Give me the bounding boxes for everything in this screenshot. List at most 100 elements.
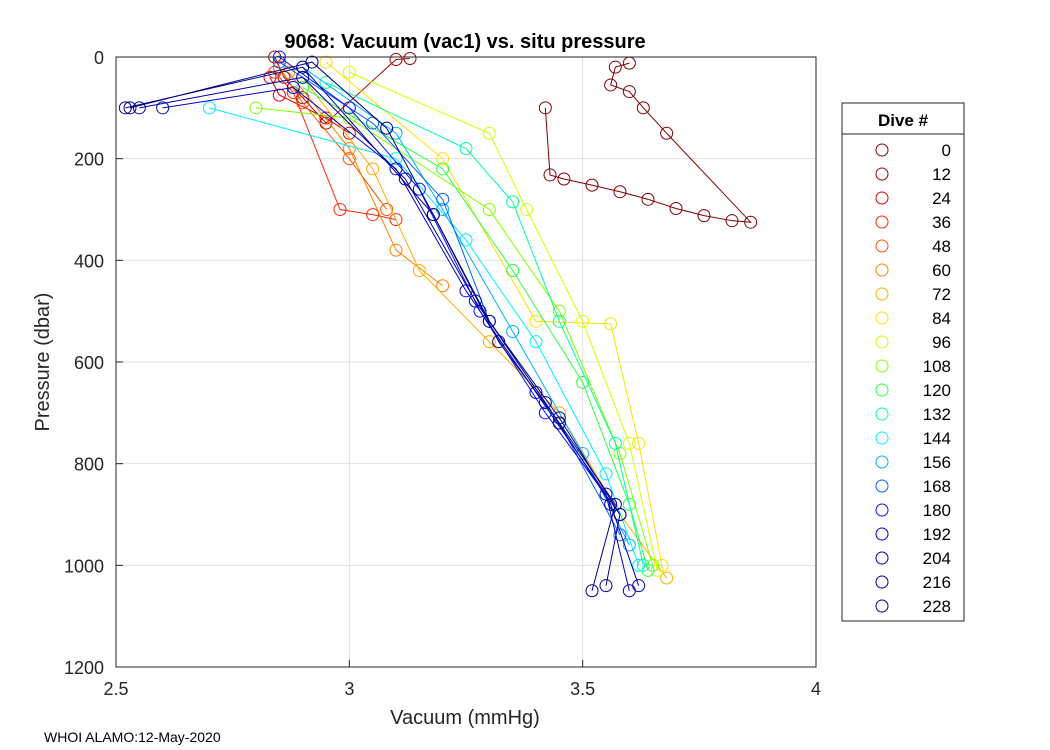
data-point — [585, 584, 599, 598]
data-point — [436, 162, 450, 176]
data-point — [632, 579, 646, 593]
legend-entry: 144 — [875, 429, 951, 448]
data-point — [342, 142, 356, 155]
data-point — [403, 52, 417, 66]
data-point — [608, 436, 622, 450]
series-line — [349, 71, 658, 571]
data-point — [286, 81, 300, 94]
data-point — [506, 325, 520, 338]
data-point — [744, 215, 758, 229]
legend-entry: 204 — [875, 549, 951, 568]
data-point — [622, 538, 636, 552]
legend-marker — [875, 239, 889, 253]
legend-label: 144 — [923, 429, 951, 448]
data-point — [599, 467, 613, 481]
data-point — [389, 243, 403, 257]
legend-label: 120 — [923, 381, 951, 400]
data-point — [389, 213, 403, 227]
legend-label: 24 — [932, 189, 951, 208]
legend-label: 108 — [923, 357, 951, 376]
legend-entry: 108 — [875, 357, 951, 376]
series-line — [279, 56, 621, 515]
data-point — [506, 195, 520, 209]
series-dive-144 — [202, 101, 646, 572]
legend-label: 48 — [932, 237, 951, 256]
data-point — [380, 203, 394, 216]
y-tick-label: 0 — [94, 48, 104, 68]
x-tick-label: 4 — [811, 679, 821, 699]
data-point — [319, 75, 333, 89]
legend-marker — [875, 407, 889, 421]
legend-entry: 168 — [875, 477, 951, 496]
data-point — [366, 162, 380, 176]
data-point — [436, 152, 450, 166]
data-point — [412, 182, 426, 196]
legend-entry: 12 — [875, 165, 951, 184]
data-point — [604, 317, 618, 331]
y-tick-label: 800 — [74, 455, 104, 475]
data-point — [342, 101, 356, 115]
legend-entry: 192 — [875, 525, 951, 544]
legend-entry: 96 — [875, 333, 951, 352]
legend-marker — [875, 503, 889, 517]
legend-label: 72 — [932, 285, 951, 304]
legend-label: 132 — [923, 405, 951, 424]
legend-marker — [875, 599, 889, 613]
legend-marker — [875, 287, 889, 301]
legend-entry: 216 — [875, 573, 951, 592]
series-line — [325, 81, 644, 566]
legend-entry: 36 — [875, 213, 951, 232]
data-point — [436, 279, 450, 293]
footer-text: WHOI ALAMO:12-May-2020 — [44, 729, 221, 745]
data-point — [529, 335, 543, 349]
data-point — [366, 116, 380, 130]
data-point — [482, 335, 496, 349]
legend-label: 204 — [923, 549, 951, 568]
x-tick-label: 2.5 — [103, 679, 128, 699]
legend-marker — [875, 191, 889, 205]
y-tick-label: 600 — [74, 353, 104, 373]
series-line — [125, 66, 621, 586]
data-point — [608, 497, 622, 511]
data-point — [482, 314, 496, 328]
y-tick-label: 1200 — [64, 658, 104, 678]
data-point — [202, 101, 216, 115]
data-point — [599, 579, 613, 593]
data-point — [650, 563, 664, 577]
series-line — [255, 107, 654, 566]
data-point — [608, 60, 622, 74]
data-point — [552, 314, 566, 328]
series-line — [162, 86, 630, 591]
legend-marker — [875, 335, 889, 349]
data-point — [613, 528, 627, 542]
series-line — [209, 107, 640, 566]
series-line — [129, 61, 616, 591]
data-point — [296, 96, 310, 110]
legend-entry: 72 — [875, 285, 951, 304]
legend-marker — [875, 215, 889, 229]
data-point — [333, 203, 347, 216]
legend-entry: 60 — [875, 261, 951, 280]
legend-entry: 228 — [875, 597, 951, 616]
data-point — [622, 497, 636, 511]
data-point — [660, 571, 674, 585]
legend-label: 36 — [932, 213, 951, 232]
data-point — [697, 209, 711, 223]
legend-label: 0 — [942, 141, 951, 160]
data-point — [506, 264, 520, 277]
data-point — [342, 65, 356, 79]
data-point — [622, 85, 636, 99]
series-line — [269, 77, 350, 134]
data-point — [632, 436, 646, 450]
series-line — [325, 61, 663, 566]
legend-label: 12 — [932, 165, 951, 184]
legend-entry: 84 — [875, 309, 951, 328]
ticks: 2.5 3 3.5 4 0 200 400 600 800 1000 1200 — [64, 48, 821, 699]
legend-label: 156 — [923, 453, 951, 472]
series-line — [278, 66, 388, 210]
data-point — [613, 185, 627, 199]
data-point — [576, 375, 590, 389]
series-dive-84 — [319, 55, 669, 572]
data-point — [552, 411, 566, 425]
